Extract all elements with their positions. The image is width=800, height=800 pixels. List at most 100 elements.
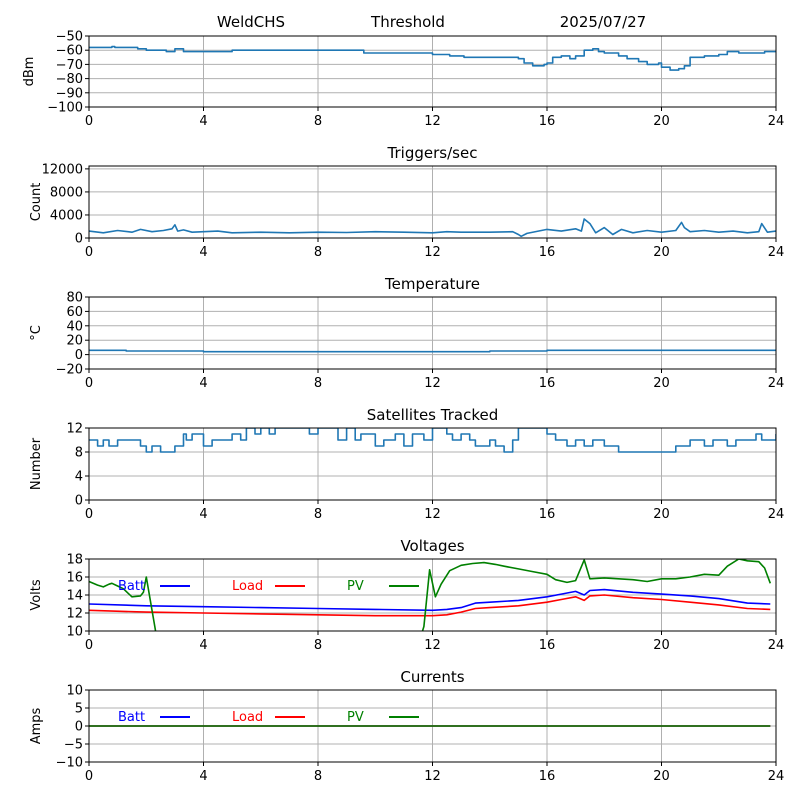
y-tick-label: 12 bbox=[66, 422, 83, 437]
y-tick-label: 4000 bbox=[50, 208, 83, 223]
x-tick-label: 0 bbox=[85, 769, 93, 784]
y-tick-label: 4 bbox=[75, 470, 83, 485]
x-tick-label: 24 bbox=[768, 114, 785, 129]
x-tick-label: 20 bbox=[653, 638, 670, 653]
y-tick-label: −10 bbox=[56, 756, 83, 771]
series-group bbox=[89, 349, 776, 353]
x-tick-label: 8 bbox=[314, 507, 322, 522]
y-tick-label: 20 bbox=[66, 334, 83, 349]
y-tick-label: −5 bbox=[64, 738, 83, 753]
y-tick-label: −80 bbox=[56, 72, 83, 87]
series-group bbox=[89, 559, 772, 631]
y-axis-label: Volts bbox=[29, 579, 44, 611]
y-tick-label: 0 bbox=[75, 720, 83, 735]
header-site: WeldCHS bbox=[217, 13, 285, 31]
y-tick-label: −70 bbox=[56, 58, 83, 73]
x-tick-label: 16 bbox=[539, 376, 556, 391]
chart-voltages: 0 4 8 12 16 20 24 10 12 14 16 18 Volts Voltages Batt Lo… bbox=[29, 537, 784, 653]
x-tick-label: 8 bbox=[314, 245, 322, 260]
y-tick-label: 0 bbox=[75, 232, 83, 247]
legend-label-load: Load bbox=[232, 710, 263, 725]
header-mode: Threshold bbox=[370, 13, 445, 31]
x-tick-label: 8 bbox=[314, 376, 322, 391]
x-tick-label: 0 bbox=[85, 638, 93, 653]
x-tick-label: 12 bbox=[424, 638, 441, 653]
x-tick-label: 12 bbox=[424, 245, 441, 260]
x-tick-label: 24 bbox=[768, 638, 785, 653]
x-tick-label: 0 bbox=[85, 507, 93, 522]
y-axis-label: Count bbox=[29, 183, 44, 222]
x-tick-label: 4 bbox=[199, 245, 207, 260]
x-tick-label: 8 bbox=[314, 638, 322, 653]
x-tick-label: 24 bbox=[768, 769, 785, 784]
x-tick-label: 4 bbox=[199, 376, 207, 391]
panel-title: Currents bbox=[400, 668, 464, 686]
x-tick-label: 0 bbox=[85, 114, 93, 129]
x-tick-label: 16 bbox=[539, 114, 556, 129]
x-tick-label: 20 bbox=[653, 245, 670, 260]
series-line bbox=[89, 45, 776, 71]
series-line-batt bbox=[89, 588, 771, 612]
series-group bbox=[89, 45, 776, 71]
x-tick-label: 24 bbox=[768, 507, 785, 522]
header-date: 2025/07/27 bbox=[560, 13, 646, 31]
x-tick-label: 20 bbox=[653, 769, 670, 784]
y-tick-label: 8000 bbox=[50, 185, 83, 200]
series-line-pv bbox=[89, 559, 772, 631]
x-tick-label: 4 bbox=[199, 769, 207, 784]
x-tick-label: 0 bbox=[85, 376, 93, 391]
panel-title: Voltages bbox=[400, 537, 464, 555]
x-tick-label: 4 bbox=[199, 114, 207, 129]
y-tick-label: −90 bbox=[56, 86, 83, 101]
legend-label-load: Load bbox=[232, 579, 263, 594]
x-tick-label: 20 bbox=[653, 376, 670, 391]
y-tick-label: 8 bbox=[75, 446, 83, 461]
x-tick-label: 12 bbox=[424, 114, 441, 129]
series-line bbox=[89, 218, 776, 238]
y-axis-label: Amps bbox=[29, 707, 44, 744]
x-tick-label: 16 bbox=[539, 638, 556, 653]
y-tick-label: −20 bbox=[56, 363, 83, 378]
y-tick-label: 16 bbox=[66, 571, 83, 586]
y-tick-label: 5 bbox=[75, 702, 83, 717]
x-tick-label: 4 bbox=[199, 507, 207, 522]
y-tick-label: 10 bbox=[66, 684, 83, 699]
x-tick-label: 12 bbox=[424, 507, 441, 522]
y-tick-label: 10 bbox=[66, 625, 83, 640]
y-tick-label: 80 bbox=[66, 291, 83, 306]
legend-label-batt: Batt bbox=[118, 579, 145, 594]
panel-title: Triggers/sec bbox=[387, 144, 478, 162]
y-tick-label: 12000 bbox=[42, 162, 83, 177]
legend: Batt Load PV bbox=[118, 579, 419, 594]
series-line bbox=[89, 349, 776, 353]
x-tick-label: 12 bbox=[424, 769, 441, 784]
y-axis-label: Number bbox=[29, 437, 44, 490]
x-tick-label: 8 bbox=[314, 769, 322, 784]
y-tick-label: −60 bbox=[56, 44, 83, 59]
y-axis-label: dBm bbox=[22, 57, 37, 87]
y-tick-label: 0 bbox=[75, 348, 83, 363]
series-line-load bbox=[89, 594, 771, 617]
y-tick-label: −100 bbox=[47, 101, 83, 116]
x-tick-label: 24 bbox=[768, 245, 785, 260]
legend-label-batt: Batt bbox=[118, 710, 145, 725]
legend-label-pv: PV bbox=[347, 710, 364, 725]
x-tick-label: 16 bbox=[539, 507, 556, 522]
x-tick-label: 16 bbox=[539, 245, 556, 260]
legend: Batt Load PV bbox=[118, 710, 419, 725]
series-line bbox=[89, 428, 776, 453]
series-group bbox=[89, 218, 776, 238]
x-tick-label: 16 bbox=[539, 769, 556, 784]
y-tick-label: 0 bbox=[75, 494, 83, 509]
y-tick-label: 40 bbox=[66, 319, 83, 334]
x-tick-label: 20 bbox=[653, 507, 670, 522]
panel-title: Satellites Tracked bbox=[367, 406, 498, 424]
x-tick-label: 8 bbox=[314, 114, 322, 129]
series-group bbox=[89, 428, 776, 453]
y-axis-label: °C bbox=[29, 325, 44, 341]
legend-label-pv: PV bbox=[347, 579, 364, 594]
